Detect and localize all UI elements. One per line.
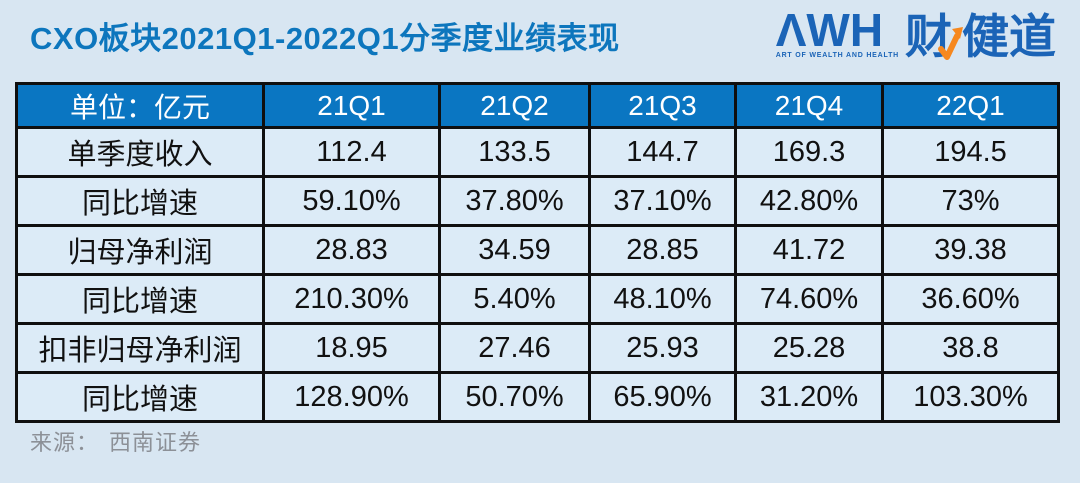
table-cell: 48.10% (588, 273, 737, 325)
column-header: 21Q2 (438, 82, 591, 129)
page-title: CXO板块2021Q1-2022Q1分季度业绩表现 (30, 21, 620, 56)
table-cell: 18.95 (262, 322, 441, 374)
table-cell: 169.3 (734, 126, 884, 178)
logo-wordmark-block: ΛWH ART OF WEALTH AND HEALTH (775, 4, 899, 59)
table-cell: 103.30% (881, 371, 1060, 423)
table-header-row: 单位：亿元 21Q1 21Q2 21Q3 21Q4 22Q1 (15, 82, 1060, 129)
table-cell: 36.60% (881, 273, 1060, 325)
unit-header-cell: 单位：亿元 (15, 82, 265, 129)
row-label: 同比增速 (15, 175, 265, 227)
table-cell: 112.4 (262, 126, 441, 178)
table-cell: 144.7 (588, 126, 737, 178)
table-cell: 194.5 (881, 126, 1060, 178)
row-label: 同比增速 (15, 273, 265, 325)
table-cell: 41.72 (734, 224, 884, 276)
logo-wordmark: ΛWH (775, 4, 884, 56)
table-cell: 37.10% (588, 175, 737, 227)
table-cell: 37.80% (438, 175, 591, 227)
row-label: 归母净利润 (15, 224, 265, 276)
table-cell: 74.60% (734, 273, 884, 325)
table-row: 扣非归母净利润 18.95 27.46 25.93 25.28 38.8 (15, 322, 1060, 374)
table-cell: 25.93 (588, 322, 737, 374)
table-cell: 34.59 (438, 224, 591, 276)
row-label: 扣非归母净利润 (15, 322, 265, 374)
up-trend-arrow-icon (938, 27, 963, 60)
column-header: 21Q3 (588, 82, 737, 129)
source-label: 来源： (30, 430, 100, 455)
table-cell: 5.40% (438, 273, 591, 325)
brand-logo: ΛWH ART OF WEALTH AND HEALTH 财 健道 (775, 4, 1056, 63)
table-cell: 65.90% (588, 371, 737, 423)
table-cell: 73% (881, 175, 1060, 227)
table-cell: 25.28 (734, 322, 884, 374)
table-cell: 133.5 (438, 126, 591, 178)
row-label: 同比增速 (15, 371, 265, 423)
source-note: 来源： 西南证券 (30, 425, 201, 457)
table-cell: 28.85 (588, 224, 737, 276)
logo-cn-name: 财 健道 (905, 10, 1056, 63)
table-cell: 59.10% (262, 175, 441, 227)
table-row: 同比增速 59.10% 37.80% 37.10% 42.80% 73% (15, 175, 1060, 227)
table-cell: 50.70% (438, 371, 591, 423)
table-cell: 27.46 (438, 322, 591, 374)
table-row: 同比增速 128.90% 50.70% 65.90% 31.20% 103.30% (15, 371, 1060, 423)
table-cell: 31.20% (734, 371, 884, 423)
table-row: 归母净利润 28.83 34.59 28.85 41.72 39.38 (15, 224, 1060, 276)
table-cell: 39.38 (881, 224, 1060, 276)
table-cell: 42.80% (734, 175, 884, 227)
row-label: 单季度收入 (15, 126, 265, 178)
table-cell: 38.8 (881, 322, 1060, 374)
logo-tagline: ART OF WEALTH AND HEALTH (775, 52, 899, 59)
column-header: 21Q1 (262, 82, 441, 129)
logo-cn-right: 健道 (962, 10, 1056, 63)
performance-table: 单位：亿元 21Q1 21Q2 21Q3 21Q4 22Q1 单季度收入 112.4 133.5… (15, 82, 1060, 423)
table-cell: 210.30% (262, 273, 441, 325)
table-row: 单季度收入 112.4 133.5 144.7 169.3 194.5 (15, 126, 1060, 178)
table-cell: 28.83 (262, 224, 441, 276)
source-value: 西南证券 (109, 430, 202, 455)
column-header: 21Q4 (734, 82, 884, 129)
column-header: 22Q1 (881, 82, 1060, 129)
table-row: 同比增速 210.30% 5.40% 48.10% 74.60% 36.60% (15, 273, 1060, 325)
table-cell: 128.90% (262, 371, 441, 423)
